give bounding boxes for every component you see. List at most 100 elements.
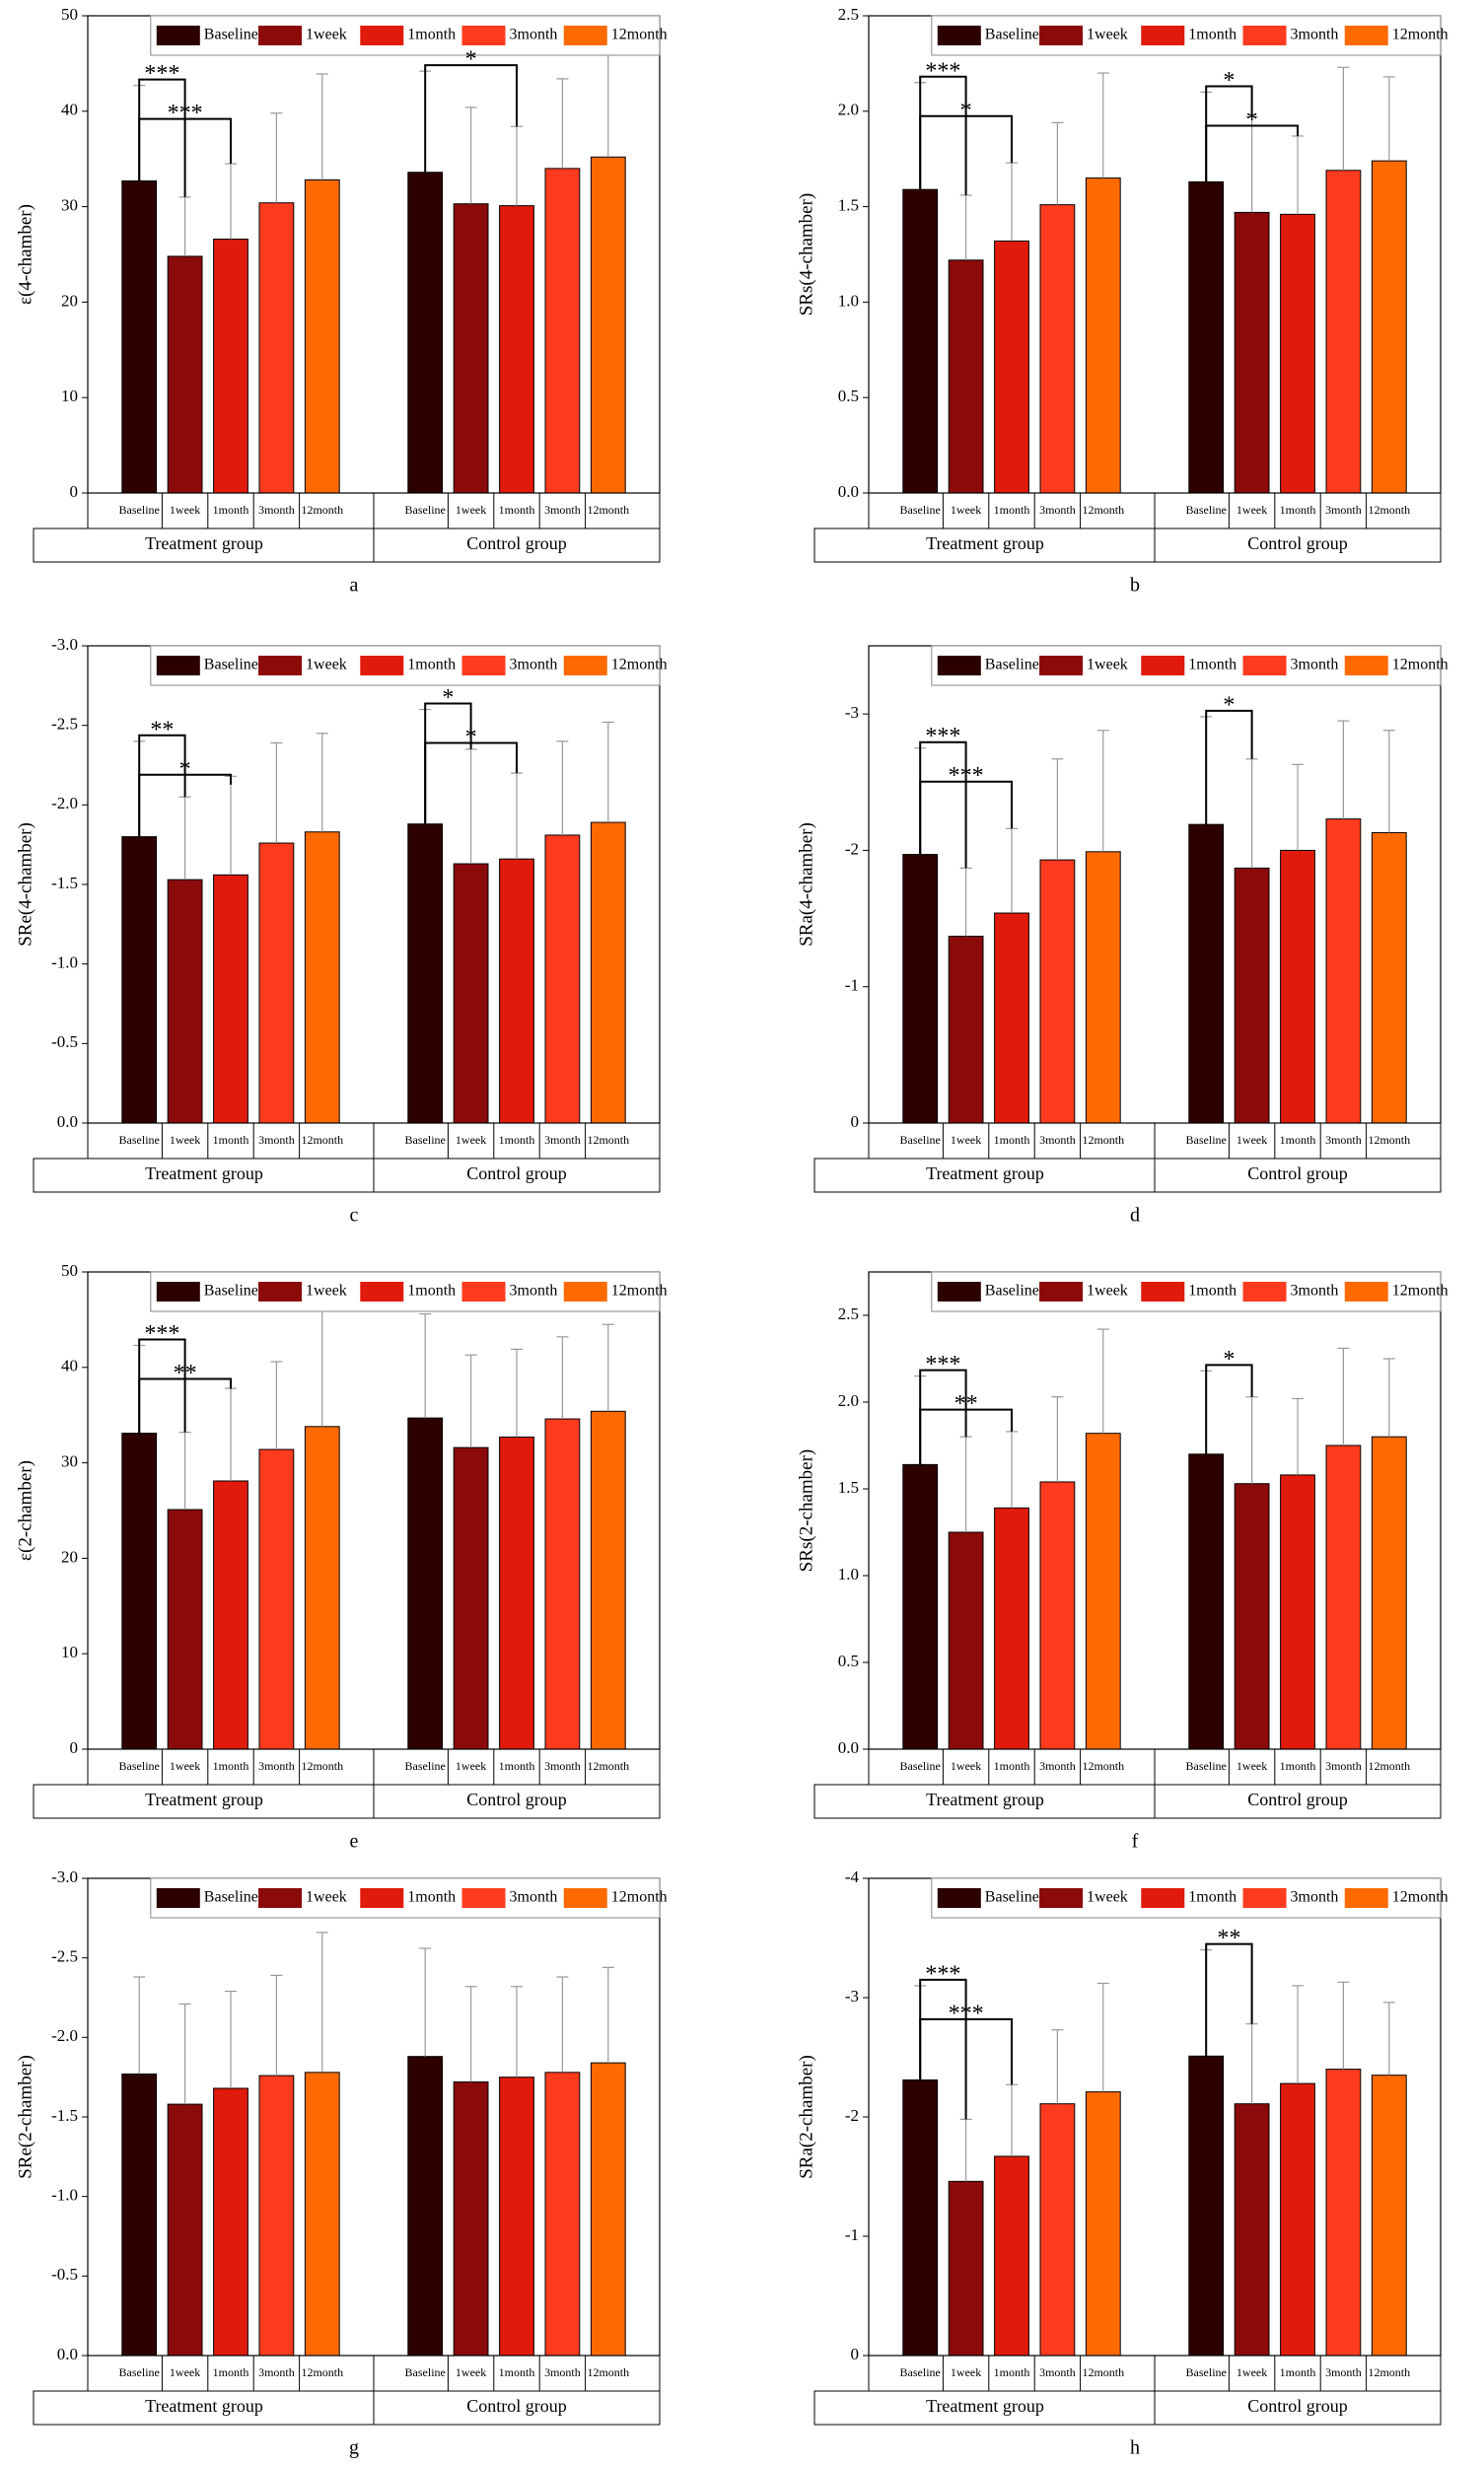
bar [258,2075,295,2357]
legend-label: 3month [1291,27,1339,43]
error-bar [316,733,328,832]
error-bar [1006,162,1018,242]
legend-swatch [1344,1888,1388,1908]
y-tick-label: -3.0 [51,1867,78,1886]
error-bar [1337,720,1350,819]
x-tick-label: 1month [1280,503,1316,517]
bar [1371,1436,1407,1750]
bar [304,178,340,494]
x-tick-label: Baseline [405,1133,446,1147]
legend-swatch [1242,656,1287,675]
significance-label: ** [150,717,174,742]
y-tick-label: 0.0 [57,2345,78,2363]
significance-label: * [960,98,972,123]
bar [1039,204,1076,494]
x-tick-label: 12month [587,503,629,517]
significance-label: * [1223,692,1235,718]
x-tick-label: 3month [258,503,295,517]
legend-swatch [1141,1282,1185,1302]
x-tick-label: 12month [301,503,343,517]
legend-swatch [937,1888,981,1908]
y-tick-label: 30 [61,1452,78,1471]
bar [1188,180,1225,494]
bar [902,188,939,494]
significance-label: * [442,685,454,711]
y-tick-label: 10 [61,387,78,405]
x-table-row [813,2390,1442,2426]
group-label: Treatment group [926,1163,1044,1183]
y-tick-label: 0.0 [57,1112,78,1131]
legend-label: 3month [1291,657,1339,673]
y-tick-label: -2.5 [51,715,78,734]
panel-label: g [349,2437,359,2459]
error-bar [959,867,972,937]
error-bar [1382,1358,1395,1438]
y-tick-label: -1.5 [51,874,78,892]
error-bar [511,1348,523,1438]
legend-swatch [563,1888,607,1908]
error-bar [178,796,191,880]
group-label: Control group [466,533,567,553]
x-tick-label: 1month [994,1759,1030,1773]
bar [167,2103,203,2357]
bar [453,863,489,1124]
error-bar [1292,1985,1304,2084]
x-tick-label: 1week [456,1133,486,1147]
y-tick-label: 40 [61,101,78,119]
x-tick-label: 3month [258,1133,295,1147]
error-bar [511,1986,523,2078]
x-tick-label: 12month [301,1133,343,1147]
x-tick-label: 12month [301,2365,343,2379]
legend-label: 3month [510,27,558,43]
legend-swatch [1242,1888,1287,1908]
significance-label: * [1223,68,1235,94]
bar [994,912,1029,1124]
group-label: Treatment group [926,533,1044,553]
error-bar [511,772,523,860]
bar [948,936,984,1124]
y-tick-label: -2.0 [51,794,78,812]
x-tick-label: 1week [170,1133,200,1147]
legend-swatch [461,1282,506,1302]
legend-label: 3month [510,1283,558,1300]
x-tick-label: 1week [170,503,200,517]
legend-swatch [258,1888,303,1908]
bar [1280,849,1315,1124]
group-label: Treatment group [926,2396,1044,2416]
x-tick-label: 1week [456,503,486,517]
legend-label: 12month [611,27,668,43]
error-bar [316,73,328,180]
significance-bracket [424,741,518,824]
x-tick-label: 1week [170,2365,200,2379]
y-tick-label: -0.5 [51,2265,78,2284]
legend-label: 3month [1291,1283,1339,1300]
error-bar [556,1336,569,1420]
bar [1325,2069,1362,2357]
significance-label: ** [174,1361,197,1386]
y-tick-label: -0.5 [51,1032,78,1051]
error-bar [1051,1396,1064,1482]
significance-bracket [919,75,967,195]
bar [499,858,534,1124]
error-bar [601,1966,614,2064]
error-bar [1382,2002,1395,2076]
error-bar [1382,76,1395,162]
x-tick-label: 1week [1237,2365,1267,2379]
significance-bracket [1205,709,1253,825]
x-tick-label: 3month [1325,1133,1362,1147]
y-tick-label: 0.0 [838,482,859,501]
error-bar [1292,763,1304,851]
bar [1234,867,1270,1124]
significance-bracket [138,117,232,181]
legend-swatch [156,1282,200,1302]
x-tick-label: Baseline [405,503,446,517]
bar [948,2180,984,2357]
x-tick-label: 1week [456,1759,486,1773]
legend-label: 1month [407,1283,456,1300]
legend-swatch [1344,26,1388,45]
x-tick-label: 1month [499,1759,535,1773]
legend-swatch [1141,26,1185,45]
group-label: Treatment group [145,533,263,553]
significance-label: * [179,756,191,782]
error-bar [959,1436,972,1532]
